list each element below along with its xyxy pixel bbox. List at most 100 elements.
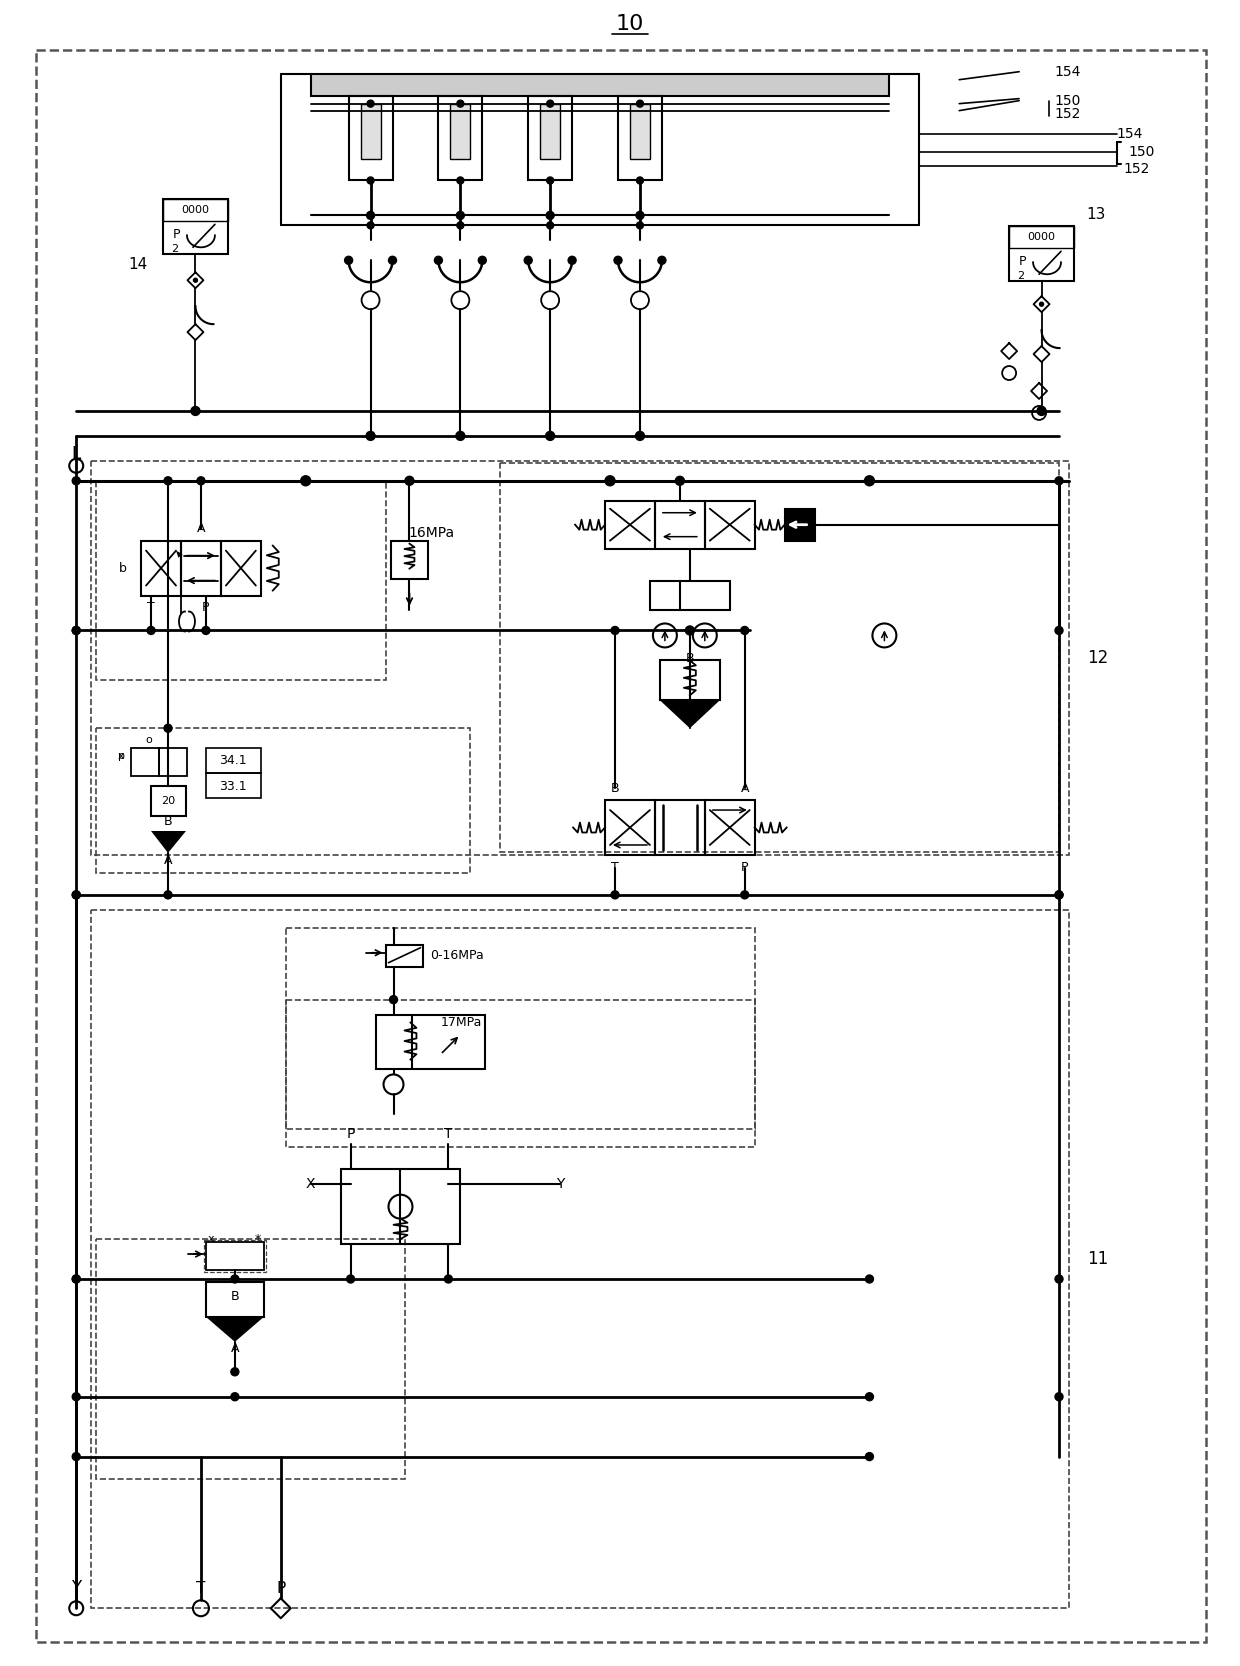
Polygon shape: [785, 508, 812, 541]
Circle shape: [547, 100, 553, 107]
Bar: [660, 660, 719, 700]
Bar: [162, 200, 228, 222]
Bar: [450, 103, 470, 158]
Circle shape: [740, 891, 749, 900]
Text: P: P: [277, 1581, 285, 1596]
Text: P: P: [742, 861, 749, 875]
Text: L: L: [72, 445, 81, 463]
Bar: [785, 508, 815, 541]
Text: B: B: [231, 1291, 239, 1303]
Circle shape: [636, 100, 644, 107]
Bar: [285, 928, 755, 1148]
Text: x: x: [118, 751, 124, 761]
Bar: [500, 463, 1059, 851]
Bar: [141, 541, 181, 595]
Circle shape: [866, 1274, 873, 1283]
Circle shape: [72, 626, 81, 635]
Text: 0-16MPa: 0-16MPa: [430, 950, 484, 963]
Bar: [528, 95, 572, 180]
Polygon shape: [176, 551, 182, 558]
Polygon shape: [151, 831, 186, 853]
Text: 2: 2: [171, 245, 179, 255]
Circle shape: [444, 1274, 453, 1283]
Text: 33.1: 33.1: [219, 780, 247, 793]
Circle shape: [367, 212, 374, 220]
Bar: [361, 103, 381, 158]
Circle shape: [479, 257, 486, 265]
Circle shape: [1055, 1393, 1063, 1401]
Circle shape: [72, 476, 81, 485]
Circle shape: [456, 212, 464, 220]
Bar: [618, 95, 662, 180]
Circle shape: [389, 996, 398, 1003]
Circle shape: [546, 431, 554, 440]
Circle shape: [347, 1274, 355, 1283]
Text: T: T: [444, 1128, 453, 1141]
Text: x: x: [207, 1235, 215, 1245]
Bar: [386, 945, 423, 966]
Text: 17MPa: 17MPa: [440, 1016, 482, 1030]
Circle shape: [568, 257, 577, 265]
Circle shape: [605, 476, 615, 486]
Text: 0000: 0000: [1028, 232, 1055, 242]
Bar: [1009, 227, 1074, 282]
Text: 154: 154: [1054, 65, 1080, 78]
Circle shape: [456, 177, 464, 183]
Text: P: P: [1019, 255, 1027, 268]
Circle shape: [1055, 1274, 1063, 1283]
Bar: [181, 541, 221, 595]
Bar: [92, 910, 1069, 1608]
Circle shape: [367, 177, 374, 183]
Circle shape: [456, 222, 464, 228]
Circle shape: [676, 476, 684, 485]
Text: 11: 11: [1087, 1250, 1109, 1268]
Text: 150: 150: [1054, 93, 1080, 108]
Text: Y: Y: [556, 1178, 564, 1191]
Circle shape: [456, 431, 465, 440]
Circle shape: [636, 177, 644, 183]
Bar: [311, 73, 889, 95]
Circle shape: [366, 431, 374, 440]
Text: X: X: [306, 1178, 315, 1191]
Circle shape: [72, 626, 81, 635]
Circle shape: [72, 1393, 81, 1401]
Bar: [206, 773, 260, 798]
Text: P: P: [202, 601, 210, 615]
Circle shape: [525, 257, 532, 265]
Bar: [704, 501, 755, 548]
Circle shape: [636, 212, 644, 220]
Text: 154: 154: [1117, 127, 1143, 140]
Circle shape: [1055, 626, 1063, 635]
Bar: [159, 748, 187, 776]
Circle shape: [864, 476, 874, 486]
Circle shape: [345, 257, 352, 265]
Circle shape: [191, 407, 200, 415]
Bar: [704, 800, 755, 855]
Bar: [203, 1240, 265, 1273]
Circle shape: [72, 891, 81, 900]
Bar: [151, 786, 186, 816]
Bar: [348, 95, 393, 180]
Circle shape: [72, 1274, 81, 1283]
Text: P: P: [346, 1128, 355, 1141]
Circle shape: [72, 1274, 81, 1283]
Circle shape: [866, 1393, 873, 1401]
Text: 34.1: 34.1: [219, 753, 247, 766]
Text: 13: 13: [1086, 207, 1106, 222]
Bar: [605, 501, 655, 548]
Circle shape: [1055, 476, 1063, 485]
Bar: [131, 748, 159, 776]
Bar: [650, 580, 730, 610]
Circle shape: [164, 891, 172, 900]
Text: A: A: [740, 781, 749, 795]
Bar: [655, 800, 704, 855]
Circle shape: [614, 257, 622, 265]
Circle shape: [231, 1274, 239, 1283]
Text: 12: 12: [1087, 648, 1109, 666]
Text: B: B: [164, 815, 172, 828]
Circle shape: [367, 100, 374, 107]
Text: p: p: [118, 751, 125, 761]
Circle shape: [164, 476, 172, 485]
Circle shape: [72, 1453, 81, 1461]
Circle shape: [231, 1368, 239, 1376]
